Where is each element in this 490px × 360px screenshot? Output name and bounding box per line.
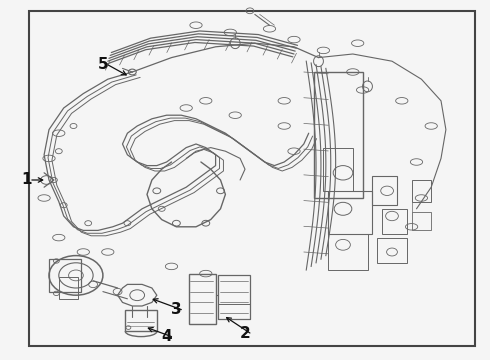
Text: 5: 5 (98, 57, 108, 72)
Bar (382, 209, 407, 234)
Bar (323, 148, 353, 191)
Bar (412, 212, 431, 230)
Bar (412, 180, 431, 202)
Bar (49, 259, 81, 292)
Text: 4: 4 (161, 329, 172, 344)
Bar (218, 275, 250, 319)
Text: 3: 3 (171, 302, 182, 317)
Bar (314, 72, 363, 198)
Text: 1: 1 (22, 172, 32, 188)
Bar (218, 304, 250, 319)
Bar (189, 274, 216, 324)
Bar (372, 176, 397, 205)
Bar (328, 234, 368, 270)
Bar (328, 191, 372, 234)
Bar (59, 277, 78, 299)
Bar (377, 238, 407, 263)
Bar (125, 310, 157, 331)
Text: 2: 2 (240, 325, 250, 341)
